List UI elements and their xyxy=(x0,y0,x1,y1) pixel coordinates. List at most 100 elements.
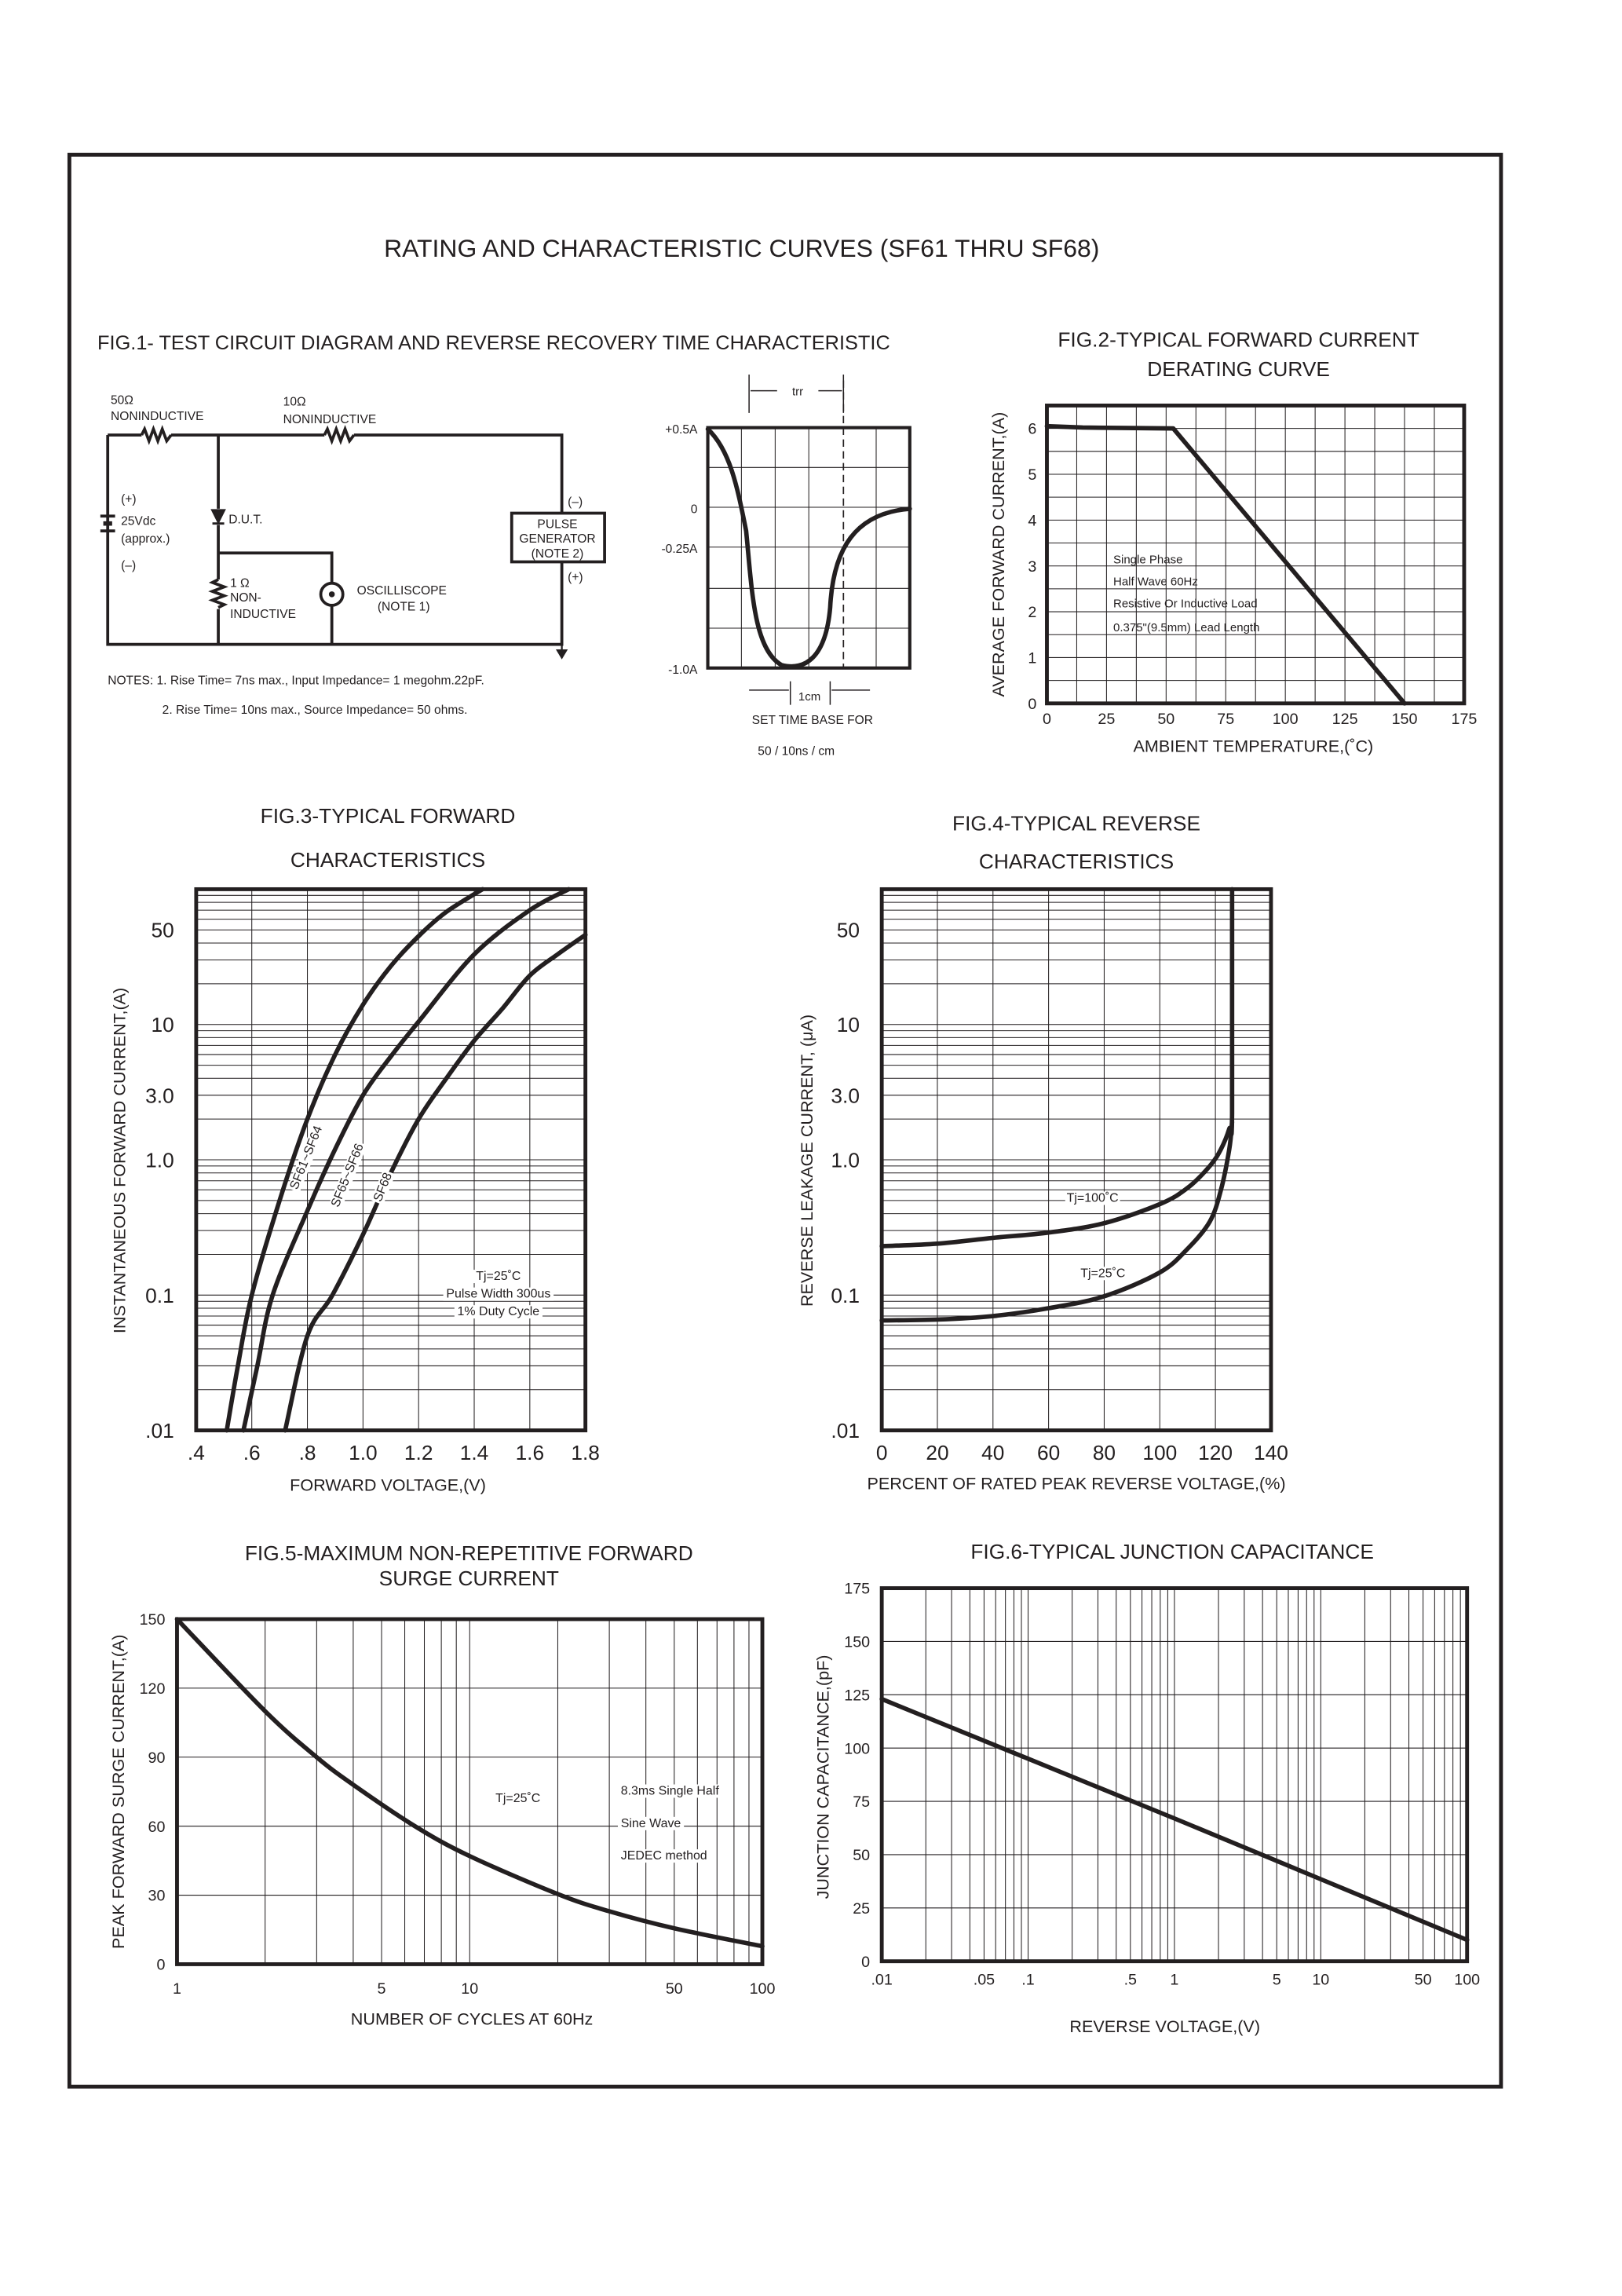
annotation: Half Wave 60Hz xyxy=(1113,576,1198,589)
y-tick-label: 75 xyxy=(853,1793,870,1811)
y-tick-label: 50 xyxy=(853,1847,870,1864)
x-tick-label: 5 xyxy=(378,1980,386,1998)
x-tick-label: 1 xyxy=(173,1980,181,1998)
y-tick-label: 150 xyxy=(844,1634,870,1651)
y-tick-label: .01 xyxy=(145,1419,174,1442)
dut-label: D.U.T. xyxy=(228,514,262,527)
x-tick-label: .05 xyxy=(974,1972,995,1989)
pulse-generator-box xyxy=(510,511,606,564)
series-line-sf61-sf64 xyxy=(225,887,485,1433)
x-tick-label: 0 xyxy=(1043,711,1051,728)
waveform-frame xyxy=(706,426,911,670)
annotation: 8.3ms Single Half xyxy=(621,1784,720,1797)
r3-value: 1 Ω xyxy=(230,576,250,590)
y-tick-label: 6 xyxy=(1028,421,1036,438)
annotation: Single Phase xyxy=(1113,553,1183,566)
series-label-background xyxy=(328,1140,367,1211)
r1-type: NONINDUCTIVE xyxy=(111,410,204,423)
plot-frame xyxy=(879,1586,1470,1964)
x-tick-label: 75 xyxy=(1217,711,1234,728)
x-tick-label: 50 xyxy=(1157,711,1174,728)
y-tick-label: 0.1 xyxy=(831,1284,860,1307)
x-tick-label: 120 xyxy=(1198,1441,1233,1464)
pulse-gen-line1: PULSE xyxy=(537,517,577,531)
x-tick-label: 60 xyxy=(1037,1441,1060,1464)
waveform-y-label: -0.25A xyxy=(661,543,698,556)
x-tick-label: .01 xyxy=(871,1972,892,1989)
pulse-gen-plus: (+) xyxy=(568,571,583,584)
chart-fig2: FIG.2-TYPICAL FORWARD CURRENT DERATING CU… xyxy=(988,327,1477,755)
series-line-tj-25-c xyxy=(879,1120,1235,1323)
y-tick-label: 125 xyxy=(844,1687,870,1704)
waveform-grid xyxy=(707,427,910,668)
fig1-title: FIG.1- TEST CIRCUIT DIAGRAM AND REVERSE … xyxy=(97,332,890,354)
y-tick-label: 0.1 xyxy=(145,1284,174,1307)
annotation-background xyxy=(454,1305,543,1319)
y-axis-label: PEAK FORWARD SURGE CURRENT,(A) xyxy=(108,1635,128,1949)
supply-minus: (–) xyxy=(121,559,136,572)
x-tick-label: 5 xyxy=(1273,1972,1281,1989)
y-tick-label: 25 xyxy=(853,1900,870,1918)
chart-fig5: FIG.5-MAXIMUM NON-REPETITIVE FORWARDSURG… xyxy=(108,1541,776,2029)
chart-title: SURGE CURRENT xyxy=(379,1567,559,1590)
trr-bracket xyxy=(748,375,845,413)
x-tick-label: 20 xyxy=(926,1441,948,1464)
y-tick-label: 50 xyxy=(837,919,860,942)
supply-note: (approx.) xyxy=(121,532,170,546)
note-2: 2. Rise Time= 10ns max., Source Impedanc… xyxy=(163,704,468,717)
x-tick-label: 150 xyxy=(1392,711,1418,728)
x-axis-label: PERCENT OF RATED PEAK REVERSE VOLTAGE,(%… xyxy=(867,1474,1285,1493)
x-tick-label: 1.8 xyxy=(571,1441,600,1464)
y-tick-label: 0 xyxy=(1028,696,1036,713)
x-tick-label: .4 xyxy=(188,1441,205,1464)
y-tick-label: 0 xyxy=(156,1957,165,1974)
resistor-50-ohm-icon xyxy=(140,425,173,445)
x-tick-label: 1.2 xyxy=(404,1441,433,1464)
y-tick-label: 1.0 xyxy=(831,1148,860,1172)
r3-type-1: NON- xyxy=(230,591,261,605)
trr-label: trr xyxy=(792,385,803,398)
page-title: RATING AND CHARACTERISTIC CURVES (SF61 T… xyxy=(384,234,1099,262)
x-tick-label: 140 xyxy=(1254,1441,1288,1464)
x-tick-label: .8 xyxy=(299,1441,316,1464)
y-tick-label: 90 xyxy=(148,1749,166,1767)
x-tick-label: 1.0 xyxy=(349,1441,378,1464)
x-tick-label: .6 xyxy=(243,1441,261,1464)
r2-value: 10Ω xyxy=(283,395,306,408)
plot-frame xyxy=(194,887,588,1433)
series-label-background xyxy=(1065,1191,1120,1205)
y-tick-label: 0 xyxy=(861,1954,870,1971)
annotation: Pulse Width 300us xyxy=(446,1288,550,1301)
x-tick-label: 175 xyxy=(1452,711,1478,728)
y-tick-label: 4 xyxy=(1028,512,1036,529)
y-tick-label: 10 xyxy=(151,1013,174,1036)
x-axis-label: FORWARD VOLTAGE,(V) xyxy=(290,1475,486,1495)
x-tick-label: 100 xyxy=(1273,711,1299,728)
series-label: SF68 xyxy=(371,1171,395,1204)
chart-title: DERATING CURVE xyxy=(1147,357,1330,381)
series-label-background xyxy=(1079,1267,1127,1281)
annotation: Sine Wave xyxy=(621,1817,681,1830)
time-base-caption-2: 50 / 10ns / cm xyxy=(758,745,835,759)
grid-lines xyxy=(1047,405,1464,704)
y-tick-label: 10 xyxy=(837,1013,860,1036)
scope-note: (NOTE 1) xyxy=(378,600,430,613)
x-tick-label: 100 xyxy=(1142,1441,1177,1464)
chart-title: FIG.5-MAXIMUM NON-REPETITIVE FORWARD xyxy=(245,1541,693,1565)
y-tick-label: 3 xyxy=(1028,558,1036,576)
y-axis-label: JUNCTION CAPACITANCE,(pF) xyxy=(813,1655,833,1899)
scope-label: OSCILLISCOPE xyxy=(357,584,447,598)
x-tick-label: 100 xyxy=(1454,1972,1480,1989)
chart-title: FIG.2-TYPICAL FORWARD CURRENT xyxy=(1058,327,1419,351)
x-tick-label: 50 xyxy=(1415,1972,1432,1989)
y-tick-label: 2 xyxy=(1028,604,1036,621)
series-line-tj-100-c xyxy=(879,887,1235,1249)
y-tick-label: 120 xyxy=(140,1680,166,1698)
r1-value: 50Ω xyxy=(111,394,133,408)
scale-bracket xyxy=(749,681,871,705)
annotation: Tj=25˚C xyxy=(495,1792,540,1805)
annotation-background xyxy=(617,1816,685,1830)
r3-type-2: INDUCTIVE xyxy=(230,608,296,621)
y-axis-label: REVERSE LEAKAGE CURRENT, (μA) xyxy=(797,1015,816,1307)
x-tick-label: 25 xyxy=(1098,711,1115,728)
